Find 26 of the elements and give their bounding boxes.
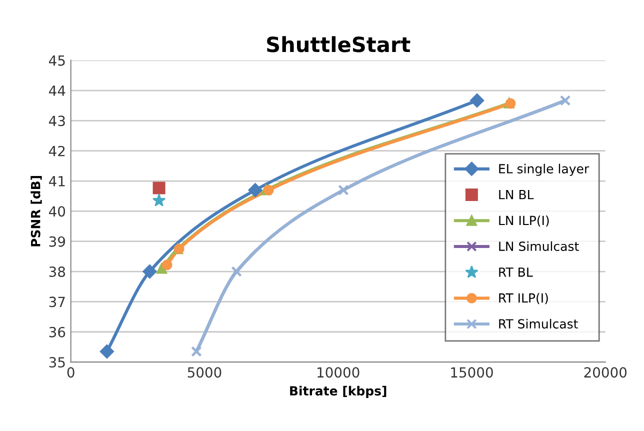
x-tick-label: 15000 — [451, 367, 493, 378]
legend-label: RT BL — [499, 268, 533, 277]
y-tick-label: 42 — [48, 146, 65, 156]
y-tick-label: 45 — [48, 55, 65, 66]
x-tick-label: 10000 — [318, 367, 360, 378]
x-tick-label: 5000 — [188, 367, 222, 378]
y-tick-label: 39 — [49, 236, 65, 247]
y-tick-label: 44 — [48, 86, 66, 96]
y-tick-label: 35 — [49, 357, 65, 368]
y-axis-title: PSNR [dB] — [30, 176, 42, 246]
chart-title: ShuttleStart — [267, 36, 410, 52]
legend-label: EL single layer — [499, 164, 590, 176]
y-tick-label: 37 — [49, 296, 65, 308]
y-tick-label: 43 — [48, 116, 65, 126]
legend-label: RT Simulcast — [499, 318, 578, 329]
legend-label: LN Simulcast — [499, 241, 579, 252]
x-tick-label: 0 — [67, 367, 74, 378]
y-tick-label: 40 — [48, 206, 66, 217]
legend-label: RT ILP(I) — [499, 293, 548, 304]
y-tick-label: 38 — [49, 266, 66, 278]
legend-label: LN BL — [499, 190, 534, 200]
y-tick-label: 36 — [49, 326, 66, 338]
x-axis-title: Bitrate [kbps] — [290, 386, 386, 398]
x-tick-label: 20000 — [584, 367, 627, 378]
y-tick-label: 41 — [48, 176, 65, 186]
legend-label: LN ILP(I) — [499, 216, 549, 227]
